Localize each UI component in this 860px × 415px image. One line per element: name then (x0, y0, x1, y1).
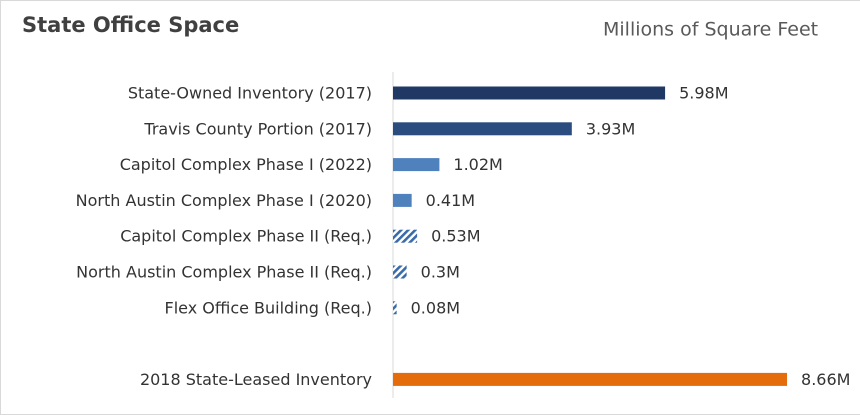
category-label: Capitol Complex Phase II (Req.) (120, 227, 372, 246)
bar (393, 193, 412, 207)
value-label: 8.66M (801, 370, 850, 389)
category-label: North Austin Complex Phase I (2020) (76, 191, 372, 210)
value-label: 5.98M (679, 84, 728, 103)
category-label: Travis County Portion (2017) (143, 119, 372, 138)
bar (393, 158, 440, 172)
bar (393, 301, 397, 315)
bar (393, 265, 407, 279)
value-label: 0.41M (426, 191, 475, 210)
value-label: 0.53M (431, 227, 480, 246)
bar (393, 122, 572, 136)
value-label: 0.3M (421, 263, 460, 282)
category-label: North Austin Complex Phase II (Req.) (76, 263, 372, 282)
category-label: 2018 State-Leased Inventory (140, 370, 372, 389)
category-label: State-Owned Inventory (2017) (128, 84, 372, 103)
value-label: 3.93M (586, 119, 635, 138)
value-label: 1.02M (453, 155, 502, 174)
category-label: Capitol Complex Phase I (2022) (120, 155, 372, 174)
chart-title: State Office Space (22, 13, 239, 37)
category-label: Flex Office Building (Req.) (164, 298, 372, 317)
bar (393, 86, 666, 100)
bar (393, 372, 788, 386)
value-label: 0.08M (411, 298, 460, 317)
bar (393, 229, 418, 243)
chart-subtitle: Millions of Square Feet (603, 19, 818, 41)
